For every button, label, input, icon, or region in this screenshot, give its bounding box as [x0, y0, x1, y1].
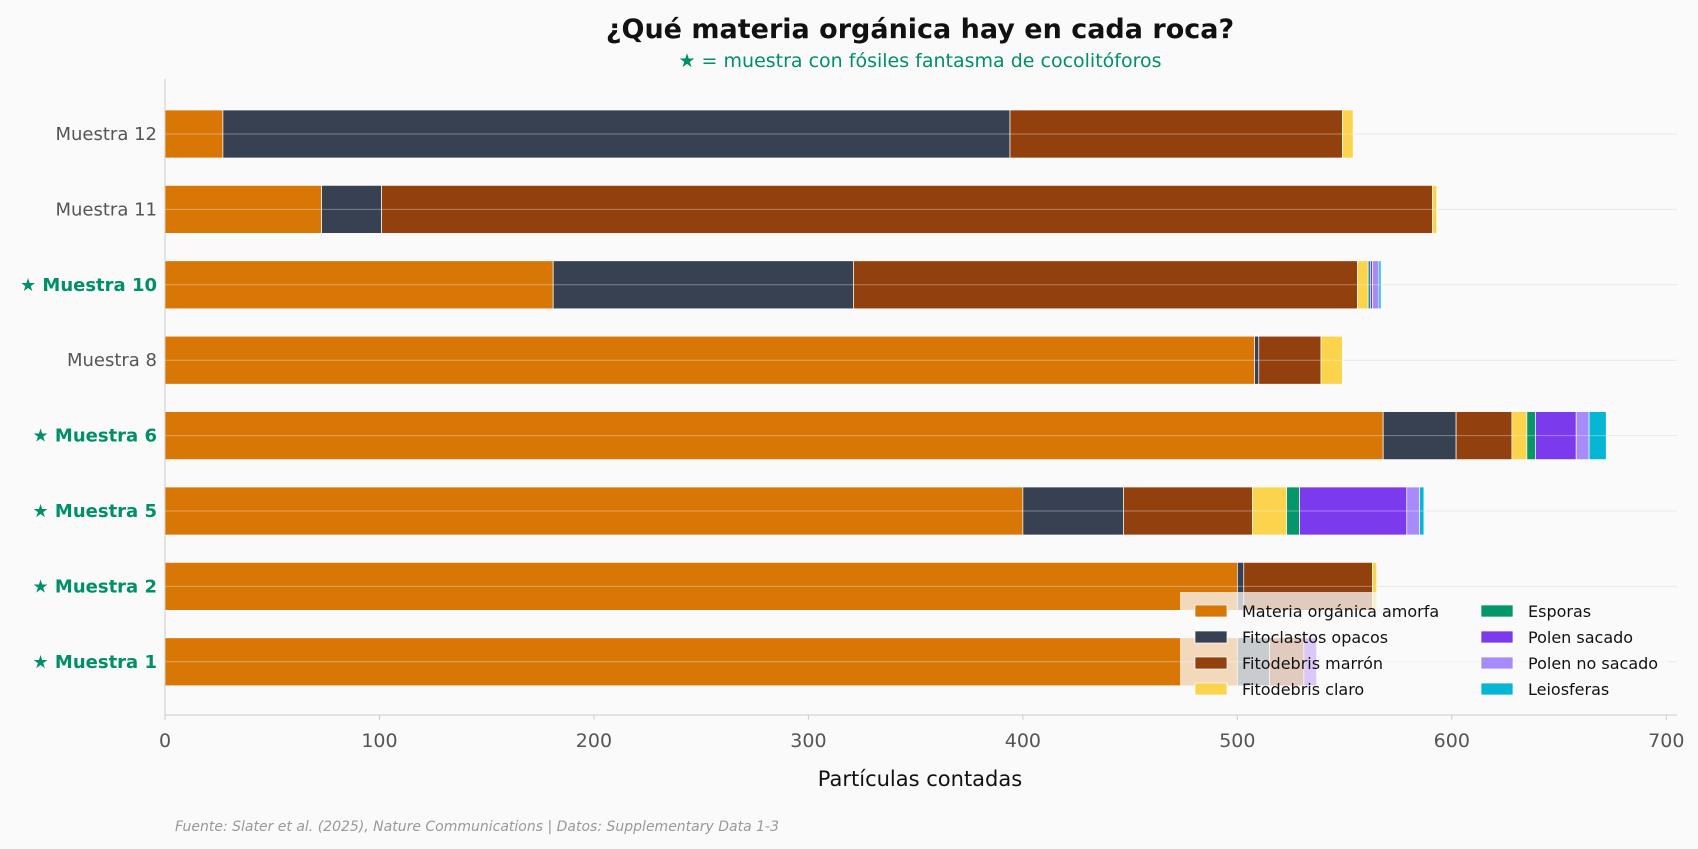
source-note: Fuente: Slater et al. (2025), Nature Com…: [175, 819, 779, 835]
legend-background: [1180, 592, 1668, 705]
bar-segment: [1009, 109, 1343, 159]
legend-label: Fitodebris claro: [1242, 680, 1364, 699]
x-tick-label: 100: [361, 730, 397, 752]
bar-segment: [1382, 411, 1457, 460]
bar-segment: [1419, 486, 1425, 536]
bar-segment: [164, 185, 322, 234]
bar-segment: [853, 260, 1358, 310]
bar-segment: [1432, 185, 1438, 234]
legend-swatch: [1480, 682, 1514, 696]
x-tick-label: 400: [1005, 730, 1041, 752]
legend-label: Fitodebris marrón: [1242, 654, 1383, 673]
x-tick-label: 600: [1434, 730, 1470, 752]
category-label: Muestra 12: [55, 124, 157, 145]
bar-segment: [164, 335, 1255, 385]
x-tick-label: 300: [790, 730, 826, 752]
chart-subtitle: ★ = muestra con fósiles fantasma de coco…: [678, 50, 1161, 72]
legend-label: Materia orgánica amorfa: [1242, 602, 1439, 621]
legend-swatch: [1480, 656, 1514, 670]
bars: [164, 109, 1607, 687]
legend: Materia orgánica amorfa Fitoclastos opaco…: [1180, 592, 1668, 705]
bar-segment: [1378, 260, 1382, 310]
category-label: ★ Muestra 2: [33, 576, 157, 597]
y-axis-labels: Muestra 12 Muestra 11 ★ Muestra 10 Muestra …: [20, 124, 157, 673]
bar-segment: [1123, 486, 1253, 536]
bar-segment: [164, 411, 1384, 460]
bar-segment: [552, 260, 854, 310]
bar-segment: [1455, 411, 1513, 460]
category-label: ★ Muestra 5: [33, 501, 157, 522]
legend-swatch: [1194, 604, 1228, 618]
bar-segment: [1535, 411, 1577, 460]
legend-swatch: [1480, 630, 1514, 644]
category-label: ★ Muestra 10: [20, 275, 157, 296]
category-label: Muestra 8: [67, 350, 157, 371]
bar-segment: [164, 486, 1024, 536]
bar-segment: [1320, 335, 1343, 385]
bar-segment: [1588, 411, 1607, 460]
category-label: ★ Muestra 6: [33, 426, 157, 447]
legend-label: Polen sacado: [1528, 628, 1633, 647]
bar-segment: [381, 185, 1433, 234]
bar-segment: [1258, 335, 1322, 385]
bar-segment: [222, 109, 1011, 159]
bar-segment: [1342, 109, 1354, 159]
bar-segment: [1299, 486, 1408, 536]
legend-label: Fitoclastos opacos: [1242, 628, 1388, 647]
chart-title: ¿Qué materia orgánica hay en cada roca?: [606, 14, 1234, 45]
legend-label: Esporas: [1528, 602, 1591, 621]
legend-swatch: [1194, 630, 1228, 644]
bar-segment: [1252, 486, 1288, 536]
x-axis-ticks: 0 100 200 300 400 500 600 700: [159, 715, 1684, 752]
legend-swatch: [1194, 656, 1228, 670]
bar-segment: [164, 260, 554, 310]
x-tick-label: 0: [159, 730, 171, 752]
bar-segment: [164, 637, 1238, 687]
x-axis-label: Partículas contadas: [818, 767, 1022, 791]
x-tick-label: 200: [576, 730, 612, 752]
legend-label: Polen no sacado: [1528, 654, 1658, 673]
category-label: ★ Muestra 1: [33, 652, 157, 673]
category-label: Muestra 11: [55, 199, 157, 220]
bar-segment: [321, 185, 382, 234]
x-tick-label: 700: [1648, 730, 1684, 752]
legend-swatch: [1480, 604, 1514, 618]
bar-segment: [1022, 486, 1125, 536]
legend-label: Leiosferas: [1528, 680, 1609, 699]
x-tick-label: 500: [1219, 730, 1255, 752]
legend-swatch: [1194, 682, 1228, 696]
